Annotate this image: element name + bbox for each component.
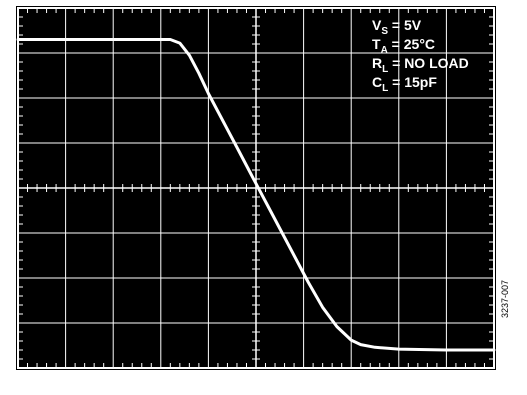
x-scale-label: 620mV [94, 368, 140, 384]
annotation-line: RL = NO LOAD [372, 55, 469, 75]
figure-id: 3237-007 [500, 279, 510, 318]
annotation-line: VS = 5V [372, 17, 422, 37]
y-scale-label: 2.5V [436, 368, 465, 384]
signal-trace [16, 38, 496, 352]
annotation-line: CL = 15pF [372, 74, 437, 94]
scope-grid [17, 7, 495, 369]
annotation-line: TA = 25°C [372, 36, 435, 56]
